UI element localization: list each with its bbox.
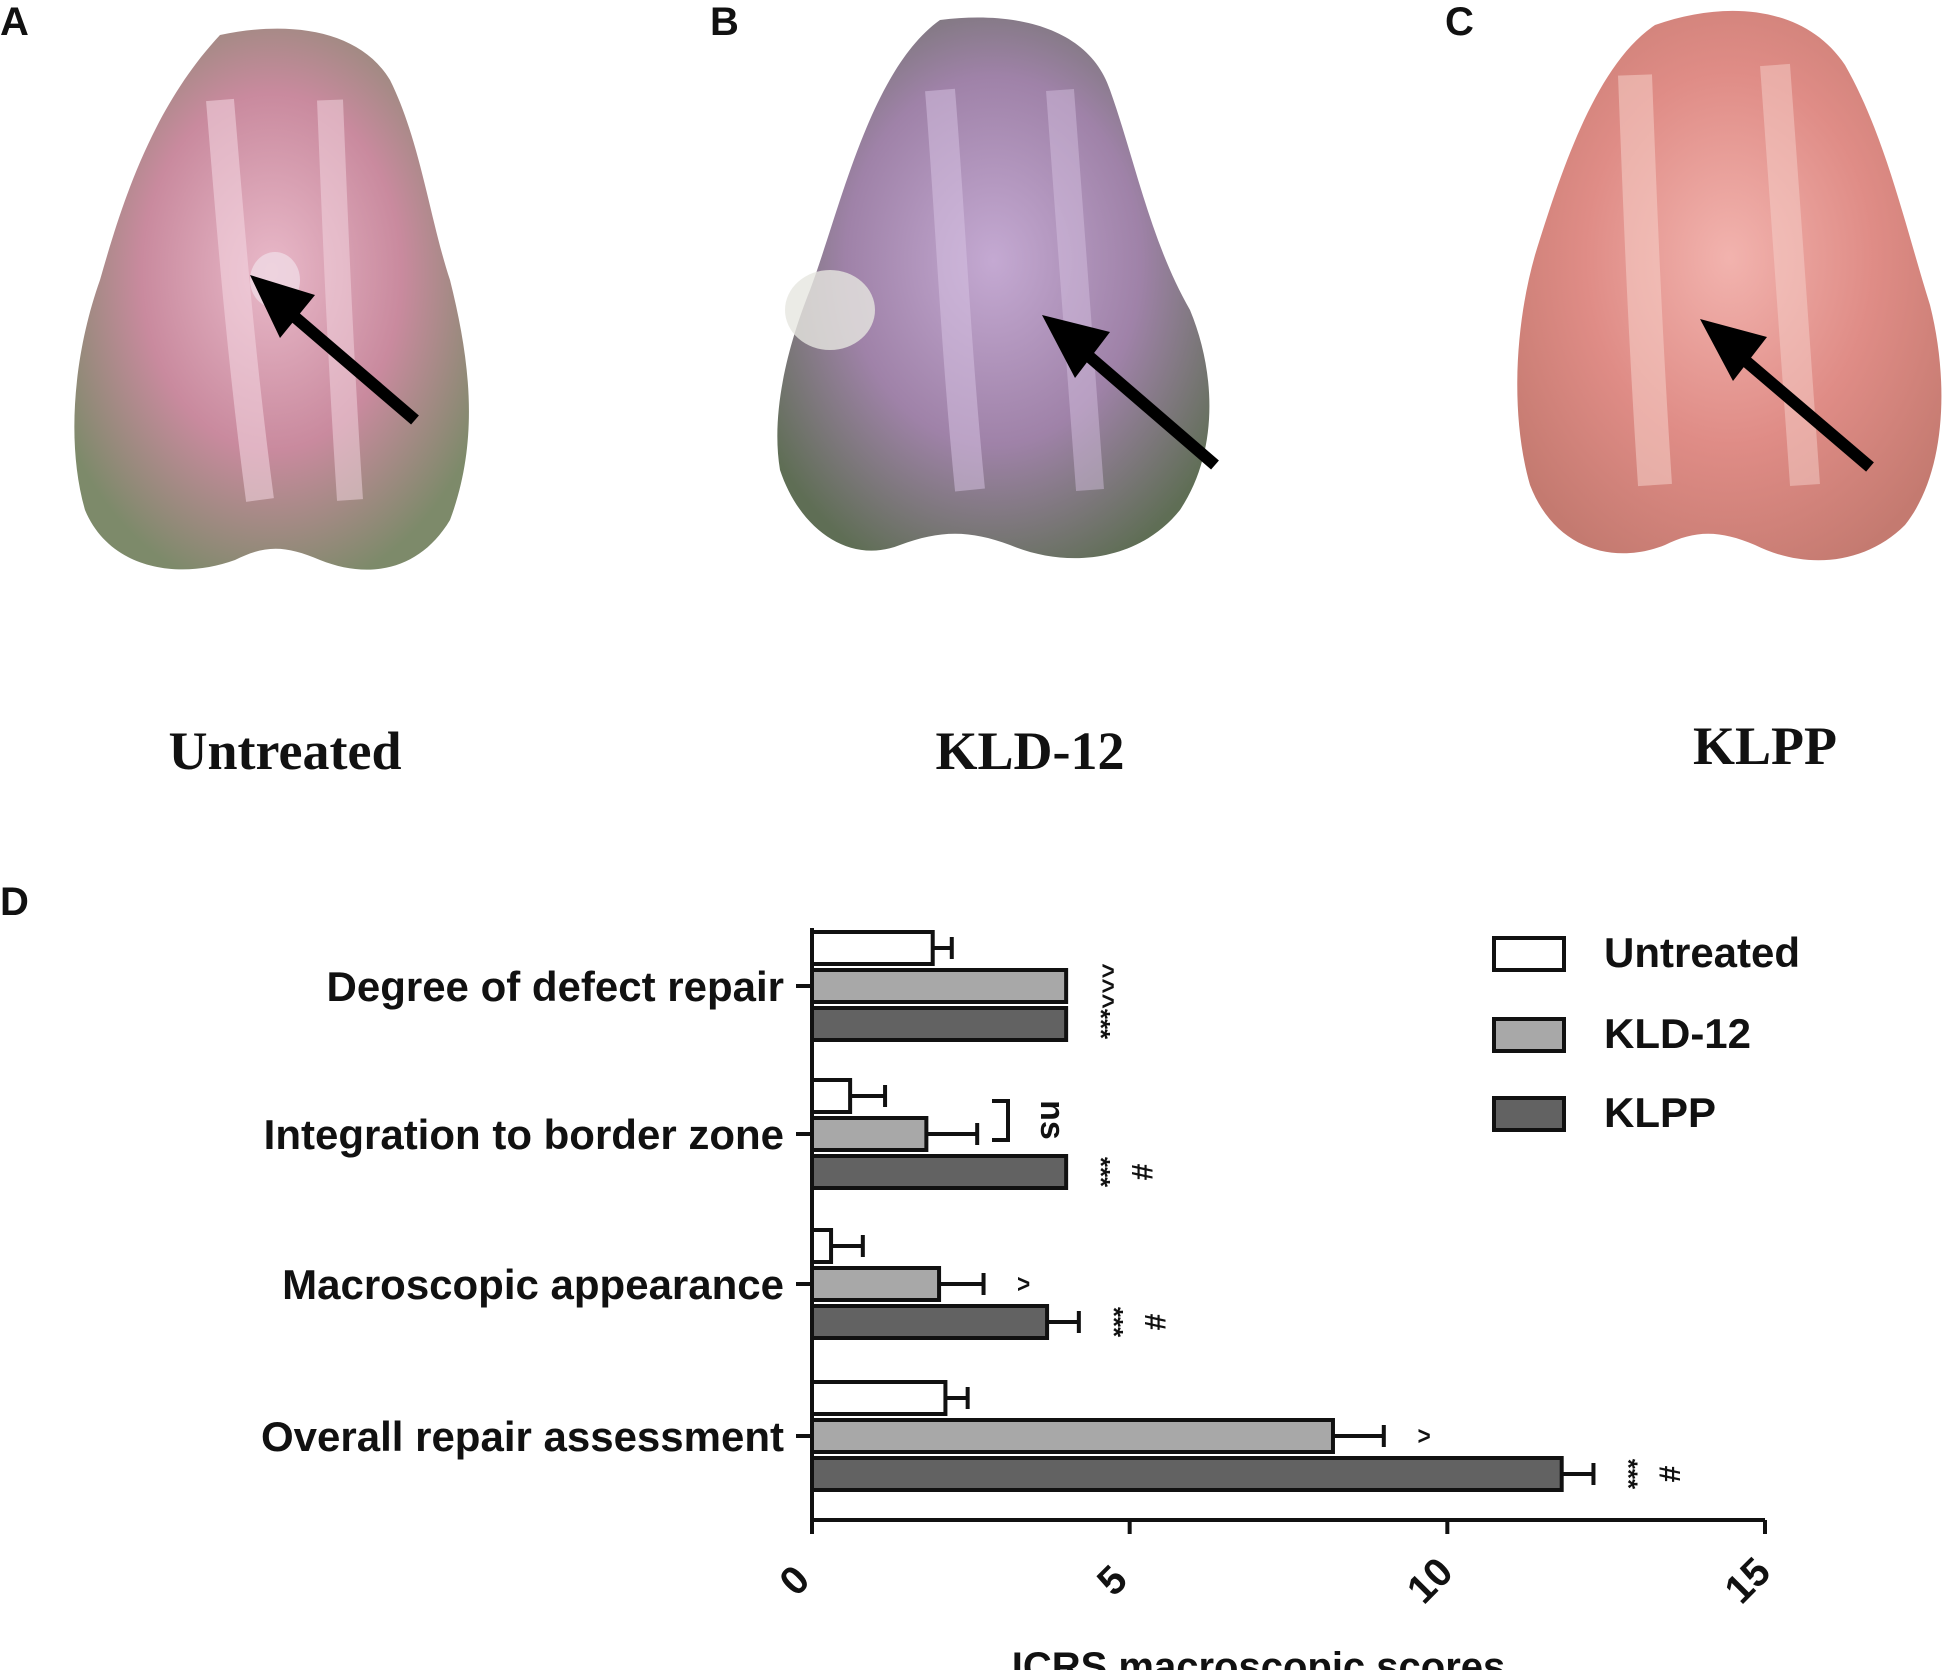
arrow-icon bbox=[250, 275, 419, 425]
panel-letter-c: C bbox=[1445, 0, 1474, 44]
icrs-bar-chart: 0 5 10 15 ICRS macroscopic scores Degree of d… bbox=[261, 928, 1800, 1670]
kld12-significance-mark: ^^^ bbox=[1090, 963, 1120, 1009]
caption-untreated: Untreated bbox=[168, 721, 402, 781]
y-category-label: Overall repair assessment bbox=[261, 1413, 784, 1460]
klpp-significance-stars: *** bbox=[1099, 1307, 1129, 1338]
photo-klpp-knee bbox=[1505, 5, 1950, 585]
bar-untreated bbox=[810, 1228, 834, 1264]
bar-klpp bbox=[810, 1456, 1564, 1492]
legend-swatch-klpp bbox=[1492, 1096, 1566, 1132]
tissue-shape-b bbox=[777, 17, 1210, 559]
klpp-hash-mark: # bbox=[1125, 1164, 1158, 1181]
bar-klpp bbox=[810, 1304, 1050, 1340]
klpp-significance-stars: *** bbox=[1086, 1009, 1116, 1040]
y-category-label: Degree of defect repair bbox=[327, 963, 785, 1010]
legend-label: KLD-12 bbox=[1604, 1010, 1751, 1057]
bar-untreated bbox=[810, 1380, 948, 1416]
klpp-significance-stars: *** bbox=[1613, 1459, 1643, 1490]
legend-swatch-kld-12 bbox=[1492, 1017, 1566, 1053]
bar-klpp bbox=[810, 1006, 1069, 1042]
x-tick-label: 15 bbox=[1717, 1550, 1780, 1613]
legend-label: Untreated bbox=[1604, 929, 1800, 976]
x-axis-label: ICRS macroscopic scores bbox=[1012, 1645, 1506, 1670]
bar-untreated bbox=[810, 930, 935, 966]
legend-label: KLPP bbox=[1604, 1089, 1716, 1136]
kld12-significance-mark: ^ bbox=[1006, 1276, 1036, 1291]
klpp-significance-stars: *** bbox=[1086, 1157, 1116, 1188]
x-tick-label: 10 bbox=[1399, 1550, 1462, 1613]
kld12-significance-mark: ^ bbox=[1406, 1428, 1436, 1443]
bar-kld-12 bbox=[810, 1418, 1335, 1454]
tissue-shape-c bbox=[1517, 10, 1942, 561]
panel-letter-b: B bbox=[710, 0, 739, 44]
legend-swatch-untreated bbox=[1492, 936, 1566, 972]
caption-klpp: KLPP bbox=[1693, 716, 1837, 776]
ns-label: ns bbox=[1033, 1100, 1071, 1140]
bar-klpp bbox=[810, 1154, 1069, 1190]
arrow-icon bbox=[1042, 315, 1219, 470]
klpp-hash-mark: # bbox=[1138, 1314, 1171, 1331]
x-tick-label: 0 bbox=[771, 1557, 818, 1604]
bar-kld-12 bbox=[810, 1266, 942, 1302]
panel-letter-a: A bbox=[0, 0, 29, 44]
arrow-icon bbox=[1700, 319, 1874, 472]
klpp-hash-mark: # bbox=[1652, 1466, 1685, 1483]
photo-untreated-knee bbox=[70, 20, 500, 590]
ns-bracket bbox=[992, 1099, 1010, 1142]
panel-letter-d: D bbox=[0, 880, 29, 924]
caption-kld12: KLD-12 bbox=[935, 721, 1125, 781]
bar-kld-12 bbox=[810, 1116, 929, 1152]
photo-kld12-knee bbox=[770, 10, 1270, 570]
y-category-label: Integration to border zone bbox=[264, 1111, 784, 1158]
bar-untreated bbox=[810, 1078, 853, 1114]
x-tick-label: 5 bbox=[1089, 1557, 1136, 1604]
y-category-label: Macroscopic appearance bbox=[282, 1261, 784, 1308]
bar-kld-12 bbox=[810, 968, 1069, 1004]
